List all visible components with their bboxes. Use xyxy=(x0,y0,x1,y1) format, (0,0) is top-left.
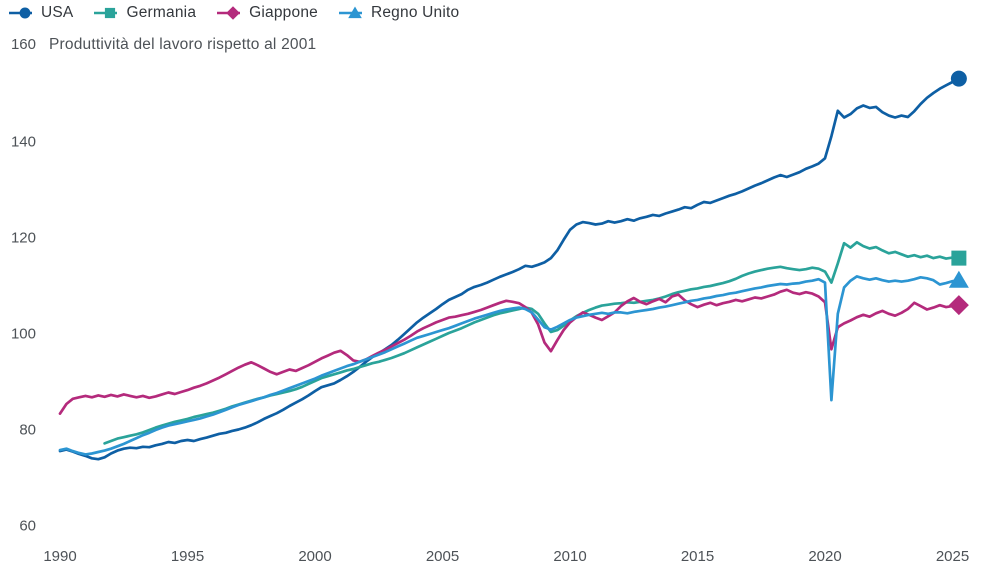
legend-item-germania[interactable]: Germania xyxy=(93,4,196,22)
x-tick-label: 2005 xyxy=(426,548,459,565)
x-tick-label: 1995 xyxy=(171,548,204,565)
y-tick-label: 60 xyxy=(19,518,36,535)
legend-item-label: USA xyxy=(41,4,74,21)
legend-item-giappone[interactable]: Giappone xyxy=(216,4,318,22)
legend-item-label: Germania xyxy=(126,4,197,21)
series-line-giappone xyxy=(58,288,961,415)
square-marker-icon xyxy=(105,7,116,19)
series-line-usa xyxy=(58,77,961,461)
series-line-regno-unito xyxy=(58,275,961,456)
series-endpoint-regno-unito xyxy=(948,270,969,288)
x-tick-label: 2020 xyxy=(808,548,841,565)
y-tick-label: 100 xyxy=(11,326,36,343)
series-endpoint-germania xyxy=(951,250,967,266)
y-tick-label: 120 xyxy=(11,230,36,247)
chart-title-row: 160 Produttività del lavoro rispetto al … xyxy=(8,36,316,54)
chart-legend: USA Germania Giappone Regno Unito xyxy=(8,4,459,22)
y-tick-label: 80 xyxy=(19,422,36,439)
square-legend-icon xyxy=(94,7,118,19)
chart-title: Produttività del lavoro rispetto al 2001 xyxy=(49,36,317,53)
circle-marker-icon xyxy=(19,7,31,19)
x-tick-label: 2025 xyxy=(936,548,969,565)
series-endpoint-usa xyxy=(950,70,967,87)
x-tick-label: 2000 xyxy=(298,548,331,565)
x-tick-label: 2015 xyxy=(681,548,714,565)
triangle-legend-icon xyxy=(338,6,362,19)
x-tick-label: 2010 xyxy=(553,548,586,565)
series-endpoint-giappone xyxy=(948,295,969,316)
triangle-marker-icon xyxy=(348,6,362,19)
legend-item-regno-unito[interactable]: Regno Unito xyxy=(338,4,459,22)
legend-item-usa[interactable]: USA xyxy=(8,4,73,22)
circle-legend-icon xyxy=(9,7,32,19)
y-axis-top-tick-label: 160 xyxy=(10,36,36,53)
y-tick-label: 140 xyxy=(11,134,36,151)
diamond-marker-icon xyxy=(226,6,240,20)
legend-item-label: Regno Unito xyxy=(370,4,460,21)
x-tick-label: 1990 xyxy=(43,548,76,565)
legend-item-label: Giappone xyxy=(249,4,318,21)
diamond-legend-icon xyxy=(217,6,241,20)
